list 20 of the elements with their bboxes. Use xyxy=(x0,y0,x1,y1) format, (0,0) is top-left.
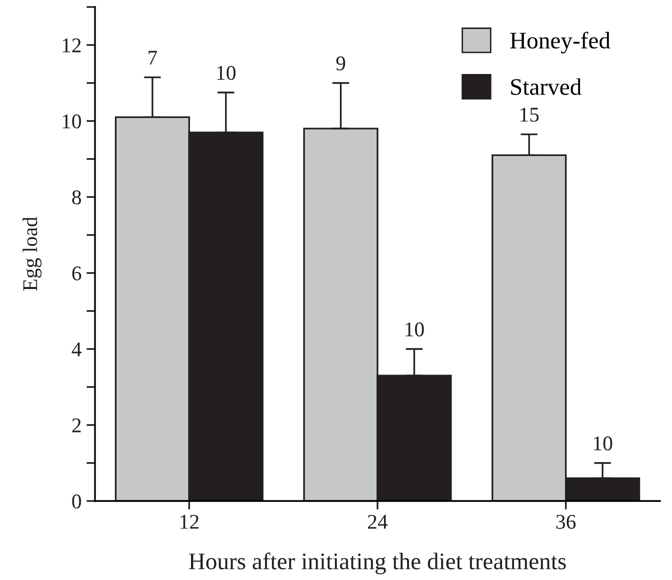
x-tick-label: 36 xyxy=(556,514,576,529)
legend-label: Honey-fed xyxy=(510,32,610,54)
annotation: 7 xyxy=(148,50,158,65)
y-tick-label: 4 xyxy=(72,342,82,356)
y-tick-label: 0 xyxy=(72,494,82,508)
y-tick-label: 2 xyxy=(72,418,81,432)
annotation: 15 xyxy=(520,108,539,122)
y-tick-label: 6 xyxy=(72,266,82,280)
y-tick-label: 10 xyxy=(62,114,82,128)
y-axis-title: Egg load xyxy=(22,216,42,291)
legend-label: Starved xyxy=(511,78,582,95)
x-axis-title: Hours after initiating the diet treatments xyxy=(189,552,566,574)
y-tick-label: 12 xyxy=(62,38,81,52)
x-tick-label: 24 xyxy=(368,514,388,529)
annotation: 9 xyxy=(336,56,346,70)
y-tick-label: 8 xyxy=(72,190,82,204)
annotation: 10 xyxy=(406,322,424,336)
annotation: 10 xyxy=(594,436,612,450)
annotation: 10 xyxy=(217,66,236,80)
x-tick-label: 12 xyxy=(180,514,198,529)
